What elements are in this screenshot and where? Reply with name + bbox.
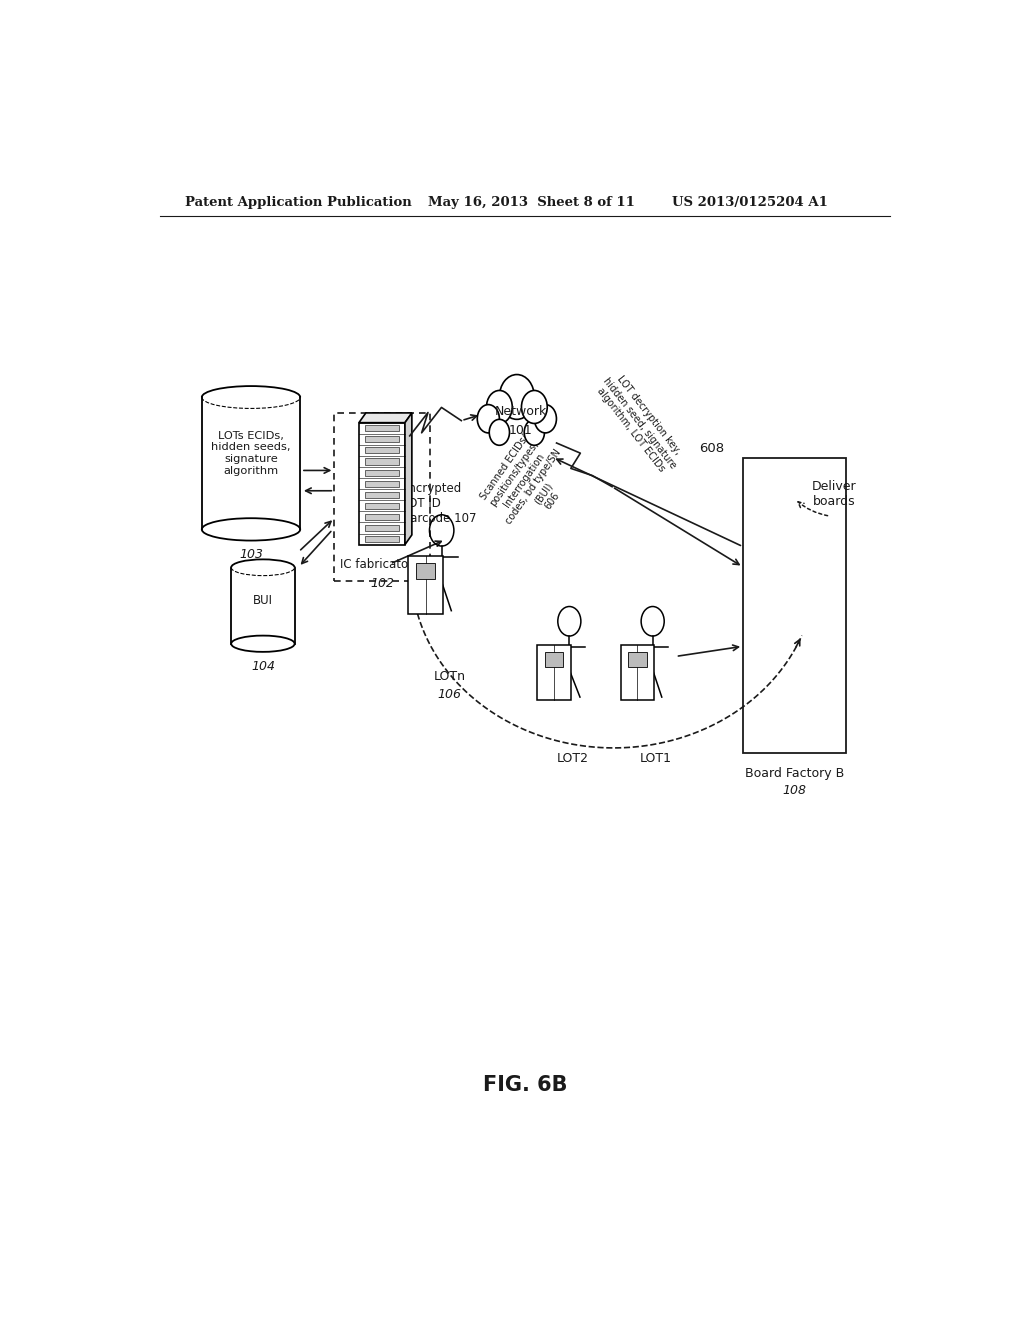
- Text: LOT2: LOT2: [556, 751, 589, 764]
- Text: 108: 108: [782, 784, 807, 797]
- Circle shape: [477, 405, 500, 433]
- Text: 103: 103: [239, 548, 263, 561]
- Text: 102: 102: [370, 577, 394, 590]
- Text: LOTn: LOTn: [433, 671, 465, 684]
- Text: US 2013/0125204 A1: US 2013/0125204 A1: [672, 197, 827, 209]
- FancyBboxPatch shape: [743, 458, 846, 752]
- Text: May 16, 2013  Sheet 8 of 11: May 16, 2013 Sheet 8 of 11: [428, 197, 635, 209]
- Text: Scanned ECIDs/
positions/types,
Interrogation
codes, bd type/SN
(BUI)
606: Scanned ECIDs/ positions/types, Interrog…: [475, 428, 582, 540]
- Text: FIG. 6B: FIG. 6B: [482, 1076, 567, 1096]
- Circle shape: [486, 391, 512, 424]
- Text: 101: 101: [509, 424, 532, 437]
- Text: LOT1: LOT1: [640, 751, 672, 764]
- FancyBboxPatch shape: [366, 491, 398, 498]
- Text: LOT decryption key,
hidden seed, signature
algorithm, LOT ECIDs: LOT decryption key, hidden seed, signatu…: [592, 368, 687, 477]
- Text: Deliver
boards: Deliver boards: [812, 479, 857, 508]
- Circle shape: [489, 420, 510, 445]
- Text: Encrypted
LOT ID
Barcode 107: Encrypted LOT ID Barcode 107: [401, 483, 476, 525]
- Text: Board Factory B: Board Factory B: [745, 767, 844, 780]
- Text: 608: 608: [698, 442, 724, 454]
- FancyBboxPatch shape: [366, 480, 398, 487]
- FancyBboxPatch shape: [538, 645, 570, 700]
- FancyBboxPatch shape: [416, 562, 435, 579]
- FancyBboxPatch shape: [545, 652, 563, 667]
- FancyBboxPatch shape: [621, 645, 654, 700]
- Text: 106: 106: [437, 688, 462, 701]
- Circle shape: [500, 375, 535, 420]
- FancyBboxPatch shape: [366, 513, 398, 520]
- Text: 104: 104: [251, 660, 274, 673]
- Circle shape: [524, 420, 545, 445]
- FancyBboxPatch shape: [366, 503, 398, 510]
- Text: Network: Network: [495, 405, 547, 418]
- Polygon shape: [404, 413, 412, 545]
- Text: BUI: BUI: [253, 594, 273, 607]
- FancyBboxPatch shape: [366, 425, 398, 432]
- FancyBboxPatch shape: [366, 525, 398, 531]
- Text: LOTs ECIDs,
hidden seeds,
signature
algorithm: LOTs ECIDs, hidden seeds, signature algo…: [211, 430, 291, 475]
- Circle shape: [535, 405, 556, 433]
- Circle shape: [521, 391, 547, 424]
- FancyBboxPatch shape: [366, 536, 398, 543]
- FancyBboxPatch shape: [629, 652, 647, 667]
- Text: Patent Application Publication: Patent Application Publication: [185, 197, 412, 209]
- FancyBboxPatch shape: [366, 436, 398, 442]
- Polygon shape: [359, 413, 412, 422]
- Text: IC fabricator F: IC fabricator F: [340, 558, 424, 572]
- FancyBboxPatch shape: [408, 556, 443, 614]
- FancyBboxPatch shape: [366, 458, 398, 465]
- FancyBboxPatch shape: [366, 470, 398, 475]
- FancyBboxPatch shape: [359, 422, 404, 545]
- FancyBboxPatch shape: [366, 447, 398, 454]
